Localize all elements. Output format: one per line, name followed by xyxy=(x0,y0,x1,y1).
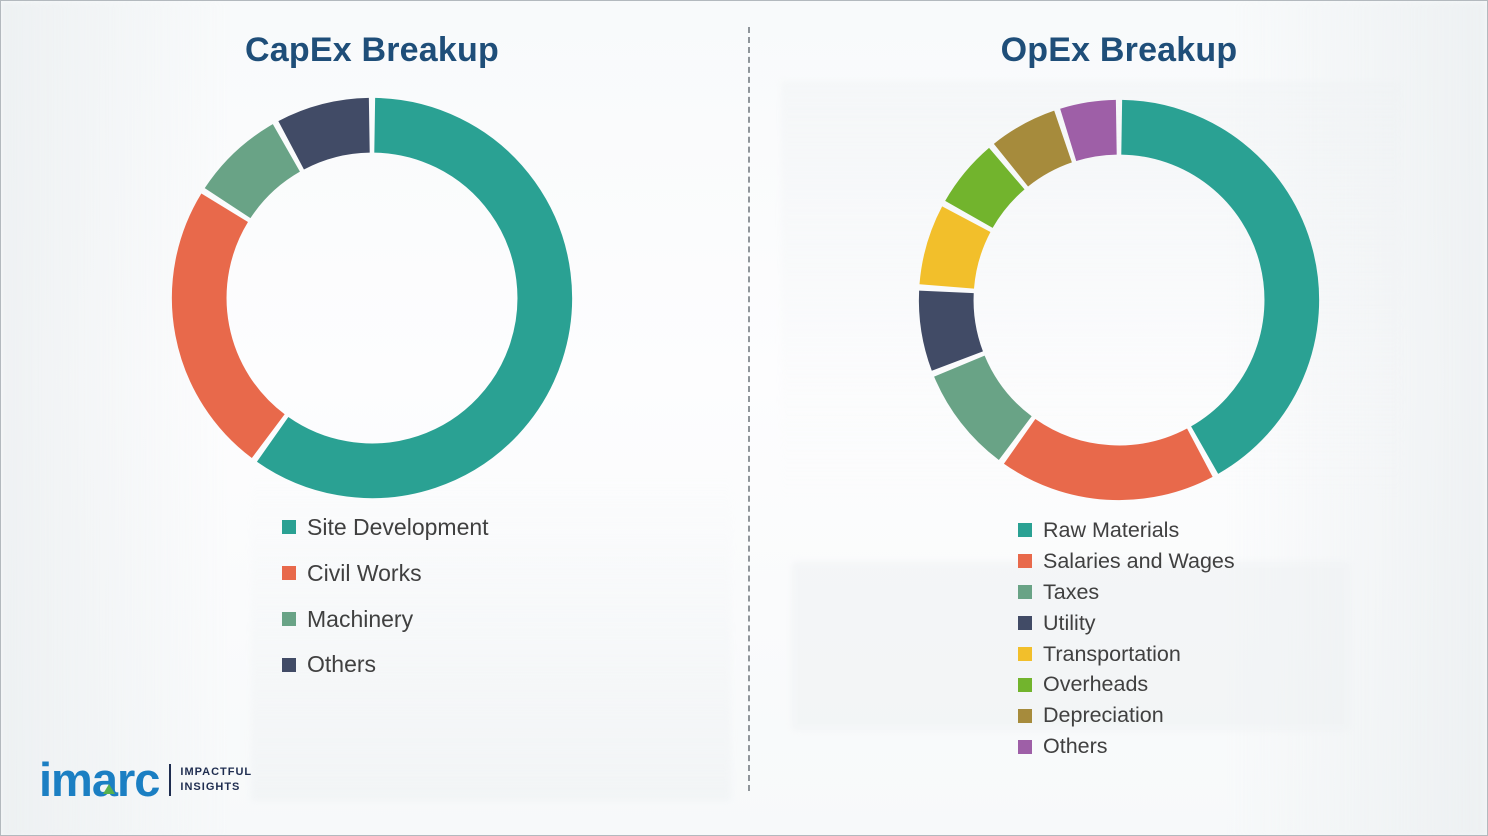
donut-segment-site-development xyxy=(256,97,573,499)
legend-marker xyxy=(1018,554,1032,569)
capex-donut-chart xyxy=(171,97,573,499)
legend-label: Civil Works xyxy=(307,559,422,586)
vertical-dashed-divider xyxy=(748,27,750,791)
legend-marker xyxy=(1018,646,1032,661)
imarc-brand-word: imarc xyxy=(39,753,160,806)
opex-chart-title: OpEx Breakup xyxy=(1000,31,1238,69)
legend-marker xyxy=(1018,523,1032,538)
legend-item: Machinery xyxy=(282,605,489,634)
legend-marker xyxy=(1018,677,1032,692)
legend-label: Transportation xyxy=(1043,641,1181,666)
logo-tagline-impactful: IMPACTFUL xyxy=(180,765,253,778)
logo-accent-triangle-icon xyxy=(103,784,115,794)
opex-donut-chart xyxy=(918,99,1320,501)
donut-segment-civil-works xyxy=(171,193,286,459)
legend-item: Depreciation xyxy=(1018,702,1235,729)
legend-item: Site Development xyxy=(282,513,489,542)
donut-segment-utility xyxy=(918,290,984,371)
legend-label: Depreciation xyxy=(1043,703,1164,728)
legend-label: Taxes xyxy=(1043,579,1100,604)
legend-item: Transportation xyxy=(1018,641,1235,668)
legend-marker xyxy=(1018,739,1032,754)
legend-marker xyxy=(282,520,296,535)
donut-segment-depreciation xyxy=(993,110,1073,187)
legend-label: Others xyxy=(307,651,377,678)
capex-chart-title: CapEx Breakup xyxy=(245,31,499,69)
capex-legend: Site Development Civil Works Machinery Othe… xyxy=(282,513,489,696)
legend-item: Utility xyxy=(1018,610,1235,637)
legend-marker xyxy=(282,566,296,581)
donut-segment-transportation xyxy=(919,206,991,290)
legend-label: Others xyxy=(1043,734,1108,759)
imarc-logo: imarc IMPACTFUL INSIGHTS xyxy=(39,756,252,803)
legend-marker xyxy=(1018,708,1032,723)
legend-item: Civil Works xyxy=(282,559,489,588)
logo-divider xyxy=(169,763,172,796)
legend-item: Others xyxy=(1018,733,1235,760)
donut-segment-taxes xyxy=(934,354,1033,461)
donut-segment-others xyxy=(278,97,371,170)
legend-marker xyxy=(282,657,296,672)
legend-label: Overheads xyxy=(1043,672,1149,697)
logo-tagline-insights: INSIGHTS xyxy=(180,780,241,793)
legend-label: Raw Materials xyxy=(1043,518,1180,542)
opex-legend: Raw Materials Salaries and Wages Taxes Util… xyxy=(1018,517,1235,764)
donut-segment-machinery xyxy=(204,124,301,219)
donut-segment-overheads xyxy=(945,147,1026,229)
donut-segment-salaries-and-wages xyxy=(1003,418,1213,501)
legend-label: Utility xyxy=(1043,610,1096,635)
imarc-logo-text: imarc xyxy=(39,753,160,806)
legend-label: Site Development xyxy=(307,514,489,540)
legend-item: Taxes xyxy=(1018,579,1235,606)
legend-marker xyxy=(1018,585,1032,600)
donut-segment-raw-materials xyxy=(1120,99,1320,474)
legend-item: Salaries and Wages xyxy=(1018,548,1235,575)
legend-label: Salaries and Wages xyxy=(1043,548,1235,573)
legend-item: Overheads xyxy=(1018,671,1235,698)
legend-label: Machinery xyxy=(307,605,414,632)
legend-marker xyxy=(282,611,296,626)
donut-segment-others xyxy=(1060,99,1118,162)
logo-tagline: IMPACTFUL INSIGHTS xyxy=(180,765,252,795)
legend-marker xyxy=(1018,616,1032,631)
legend-item: Raw Materials xyxy=(1018,517,1235,544)
legend-item: Others xyxy=(282,650,489,679)
